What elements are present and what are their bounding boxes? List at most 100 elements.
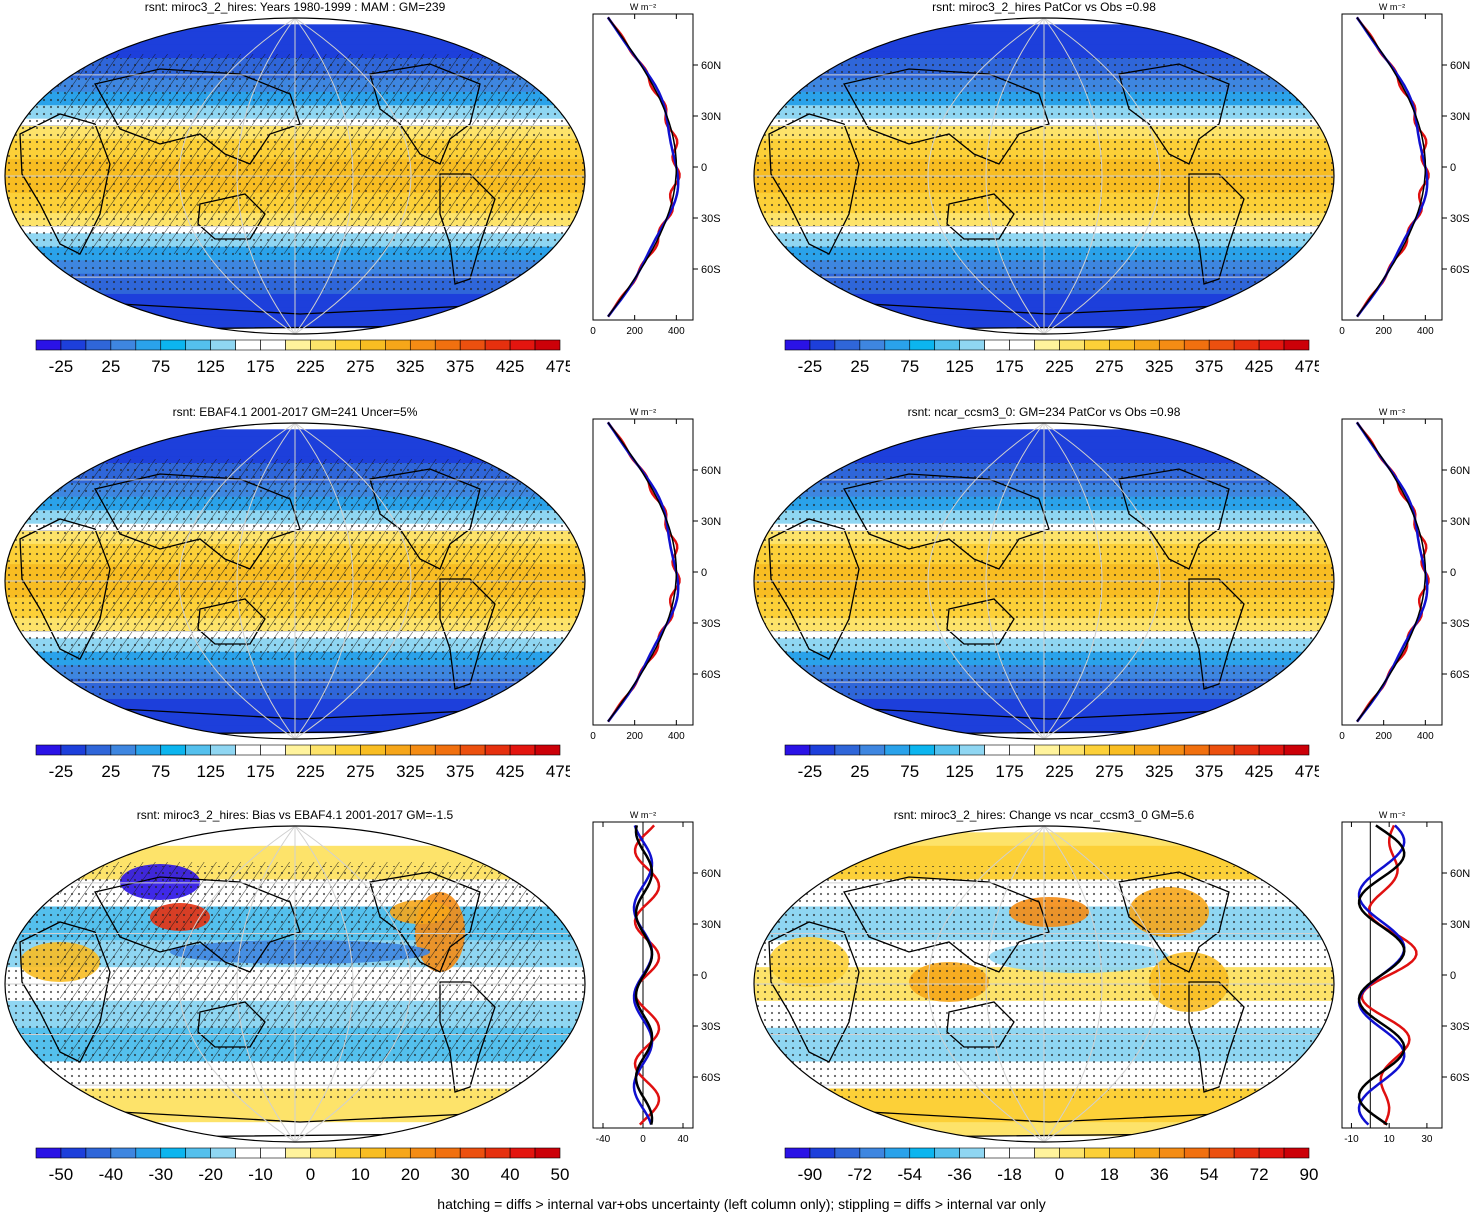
zonal-mean-plot: W m⁻² 60N 30N 0 30S 60S -40 0 40 — [592, 810, 721, 1145]
x-tick-label: 0 — [1339, 326, 1345, 337]
lat-tick-label: 0 — [1450, 567, 1456, 579]
colorbar-swatch — [1233, 744, 1260, 756]
colorbar-swatch — [160, 1147, 187, 1159]
colorbar-swatch — [385, 339, 411, 351]
zonal-curve-blue — [1355, 421, 1429, 723]
coastline — [1188, 981, 1245, 1093]
colorbar-swatch — [1208, 744, 1235, 756]
colorbar-swatch — [1084, 339, 1110, 351]
colorbar-tick-label: 40 — [501, 1165, 520, 1184]
colorbar-tick-label: 175 — [246, 762, 274, 781]
colorbar-swatch — [110, 1147, 137, 1159]
units-label: W m⁻² — [1379, 2, 1405, 12]
panel-p5: rsnt: miroc3_2_hires: Bias vs EBAF4.1 20… — [0, 808, 741, 1213]
colorbar-swatch — [884, 339, 911, 351]
coastline — [94, 876, 301, 973]
colorbar-swatch — [1208, 1147, 1235, 1159]
coastline — [946, 193, 1015, 240]
panel-title: rsnt: miroc3_2_hires PatCor vs Obs =0.98 — [932, 0, 1156, 14]
colorbar-swatch — [934, 1147, 960, 1159]
colorbar-swatch — [35, 1147, 62, 1159]
colorbar-tick-label: 0 — [1055, 1165, 1064, 1184]
zonal-frame — [1341, 418, 1443, 726]
lat-tick-label: 30N — [1450, 919, 1470, 931]
x-tick-label: -10 — [1344, 1134, 1359, 1145]
lat-tick-label: 60S — [1450, 1072, 1470, 1084]
coastline — [439, 173, 496, 285]
x-tick-label: 0 — [590, 731, 596, 742]
colorbar-swatch — [335, 1147, 361, 1159]
colorbar-swatch — [1009, 339, 1035, 351]
colorbar-swatch — [285, 744, 311, 756]
x-tick-label: 0 — [590, 326, 596, 337]
coastline — [1188, 578, 1245, 690]
colorbar-tick-label: -90 — [798, 1165, 823, 1184]
colorbar-tick-label: 72 — [1250, 1165, 1269, 1184]
panel-p4: rsnt: ncar_ccsm3_0: GM=234 PatCor vs Obs… — [749, 405, 1483, 810]
colorbar-swatch — [110, 744, 137, 756]
lat-tick-label: 0 — [701, 162, 707, 174]
colorbar-swatch — [434, 1147, 461, 1159]
x-tick-label: -40 — [596, 1134, 611, 1145]
colorbar-swatch — [809, 1147, 836, 1159]
coastline — [19, 518, 111, 660]
lat-tick-label: 0 — [1450, 970, 1456, 982]
colorbar-swatch — [1109, 339, 1135, 351]
colorbar-swatch — [235, 744, 261, 756]
colorbar-swatch — [534, 1147, 561, 1159]
colorbar-swatch — [884, 1147, 911, 1159]
map-border — [753, 17, 1335, 335]
colorbar-swatch — [1034, 339, 1060, 351]
zonal-curve-blue — [606, 421, 680, 723]
colorbar-tick-label: 325 — [1145, 357, 1173, 376]
colorbar-swatch — [809, 744, 836, 756]
lat-tick-label: 60N — [701, 60, 721, 72]
colorbar-tick-label: 125 — [196, 357, 224, 376]
map-field — [5, 18, 585, 334]
x-tick-label: 400 — [1417, 731, 1434, 742]
zonal-curve-black — [1356, 421, 1427, 723]
panel-p1: rsnt: miroc3_2_hires: Years 1980-1999 : … — [0, 0, 741, 405]
colorbar-tick-label: 225 — [1045, 762, 1073, 781]
colorbar-swatch — [984, 744, 1010, 756]
colorbar-swatch — [385, 1147, 411, 1159]
colorbar-swatch — [834, 339, 861, 351]
zonal-curve-red — [633, 824, 661, 1126]
colorbar-tick-label: 125 — [945, 762, 973, 781]
lat-tick-label: 30N — [701, 111, 721, 123]
colorbar-swatch — [459, 339, 486, 351]
colorbar-swatch — [335, 744, 361, 756]
lat-tick-label: 30N — [1450, 516, 1470, 528]
zonal-curve-red — [1355, 421, 1430, 723]
zonal-curve-red — [606, 16, 681, 318]
x-tick-label: 30 — [1421, 1134, 1433, 1145]
lat-tick-label: 30N — [701, 919, 721, 931]
colorbar-swatch — [434, 744, 461, 756]
colorbar-tick-label: 125 — [945, 357, 973, 376]
colorbar-tick-label: 75 — [900, 762, 919, 781]
colorbar-swatch — [809, 339, 836, 351]
x-tick-label: 200 — [1375, 731, 1392, 742]
colorbar-swatch — [909, 744, 936, 756]
zonal-mean-plot: W m⁻² 60N 30N 0 30S 60S -10 10 30 — [1341, 810, 1470, 1145]
colorbar-swatch — [60, 1147, 87, 1159]
colorbar-tick-label: 325 — [396, 357, 424, 376]
colorbar-swatch — [409, 744, 436, 756]
map-border — [753, 825, 1335, 1143]
colorbar-swatch — [35, 744, 62, 756]
colorbar-swatch — [509, 744, 536, 756]
x-tick-label: 400 — [668, 731, 685, 742]
coastline — [94, 68, 301, 165]
colorbar-swatch — [1034, 1147, 1060, 1159]
colorbar-swatch — [1283, 744, 1310, 756]
lat-tick-label: 60S — [701, 264, 721, 276]
colorbar-tick-label: 25 — [850, 762, 869, 781]
colorbar-swatch — [1183, 744, 1210, 756]
map-border — [753, 422, 1335, 740]
colorbar-swatch — [534, 339, 561, 351]
lat-tick-label: 60N — [1450, 868, 1470, 880]
colorbar-tick-label: 175 — [246, 357, 274, 376]
coastline — [843, 473, 1050, 570]
colorbar-tick-label: 75 — [151, 762, 170, 781]
units-label: W m⁻² — [1379, 810, 1405, 820]
